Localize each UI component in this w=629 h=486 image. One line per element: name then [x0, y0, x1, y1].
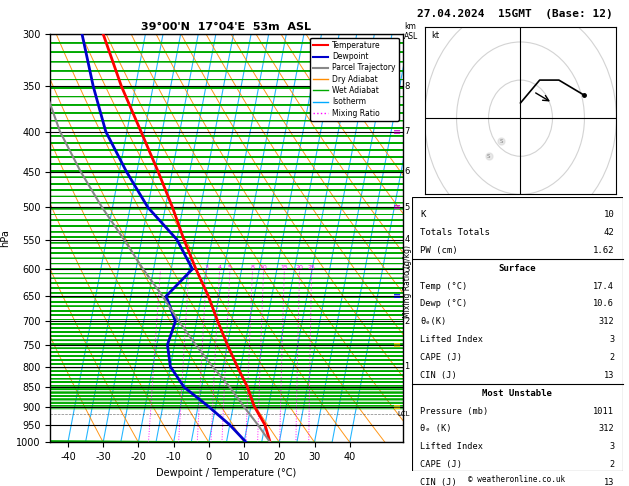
Text: © weatheronline.co.uk: © weatheronline.co.uk: [469, 475, 565, 484]
Text: 7: 7: [404, 127, 410, 136]
Text: Most Unstable: Most Unstable: [482, 389, 552, 398]
Text: Lifted Index: Lifted Index: [420, 442, 484, 451]
Text: CAPE (J): CAPE (J): [420, 460, 462, 469]
Legend: Temperature, Dewpoint, Parcel Trajectory, Dry Adiabat, Wet Adiabat, Isotherm, Mi: Temperature, Dewpoint, Parcel Trajectory…: [310, 38, 399, 121]
Text: 1: 1: [404, 362, 409, 371]
Text: ≡: ≡: [392, 401, 401, 412]
Text: kt: kt: [431, 31, 439, 40]
Text: 3: 3: [404, 264, 410, 274]
Text: 10: 10: [604, 210, 615, 219]
Text: 3: 3: [609, 335, 615, 344]
Text: 27.04.2024  15GMT  (Base: 12): 27.04.2024 15GMT (Base: 12): [416, 9, 613, 19]
Text: 10: 10: [260, 265, 267, 270]
Text: 13: 13: [604, 371, 615, 380]
Text: 8: 8: [404, 82, 410, 91]
Text: 2: 2: [609, 353, 615, 362]
Text: 312: 312: [599, 424, 615, 434]
Text: Totals Totals: Totals Totals: [420, 228, 490, 237]
Text: θₑ (K): θₑ (K): [420, 424, 452, 434]
Text: CAPE (J): CAPE (J): [420, 353, 462, 362]
Text: 4: 4: [404, 235, 409, 244]
Text: 5: 5: [228, 265, 232, 270]
Text: ≡: ≡: [392, 126, 401, 137]
Text: 42: 42: [604, 228, 615, 237]
Text: Lifted Index: Lifted Index: [420, 335, 484, 344]
Text: 4: 4: [218, 265, 221, 270]
Text: Pressure (mb): Pressure (mb): [420, 406, 489, 416]
Text: 5: 5: [404, 203, 409, 212]
Text: Surface: Surface: [499, 264, 536, 273]
Text: 3: 3: [609, 442, 615, 451]
Text: 20: 20: [296, 265, 304, 270]
Text: Mixing Ratio (g/kg): Mixing Ratio (g/kg): [403, 245, 412, 318]
Text: 2: 2: [609, 460, 615, 469]
Text: ≡: ≡: [392, 340, 401, 350]
Text: 2: 2: [404, 317, 409, 326]
X-axis label: Dewpoint / Temperature (°C): Dewpoint / Temperature (°C): [157, 468, 296, 478]
Text: ≡: ≡: [392, 291, 401, 301]
Text: 25: 25: [308, 265, 316, 270]
Text: km
ASL: km ASL: [404, 22, 418, 41]
Text: 1.62: 1.62: [593, 246, 615, 255]
Text: S: S: [487, 154, 490, 159]
Text: 6: 6: [404, 167, 410, 176]
Text: S: S: [499, 139, 503, 143]
Text: 8: 8: [250, 265, 255, 270]
Text: Dewp (°C): Dewp (°C): [420, 299, 468, 309]
Text: 15: 15: [281, 265, 288, 270]
Text: PW (cm): PW (cm): [420, 246, 458, 255]
Y-axis label: hPa: hPa: [1, 229, 11, 247]
Text: θₑ(K): θₑ(K): [420, 317, 447, 326]
Text: CIN (J): CIN (J): [420, 371, 457, 380]
Text: 13: 13: [604, 478, 615, 486]
Text: K: K: [420, 210, 426, 219]
Text: CIN (J): CIN (J): [420, 478, 457, 486]
Text: ≡: ≡: [392, 202, 401, 212]
Text: 312: 312: [599, 317, 615, 326]
Text: 17.4: 17.4: [593, 281, 615, 291]
Text: Temp (°C): Temp (°C): [420, 281, 468, 291]
Text: 10.6: 10.6: [593, 299, 615, 309]
Text: 3: 3: [204, 265, 209, 270]
Title: 39°00'N  17°04'E  53m  ASL: 39°00'N 17°04'E 53m ASL: [142, 22, 311, 32]
Text: LCL: LCL: [398, 411, 409, 417]
Text: 1011: 1011: [593, 406, 615, 416]
